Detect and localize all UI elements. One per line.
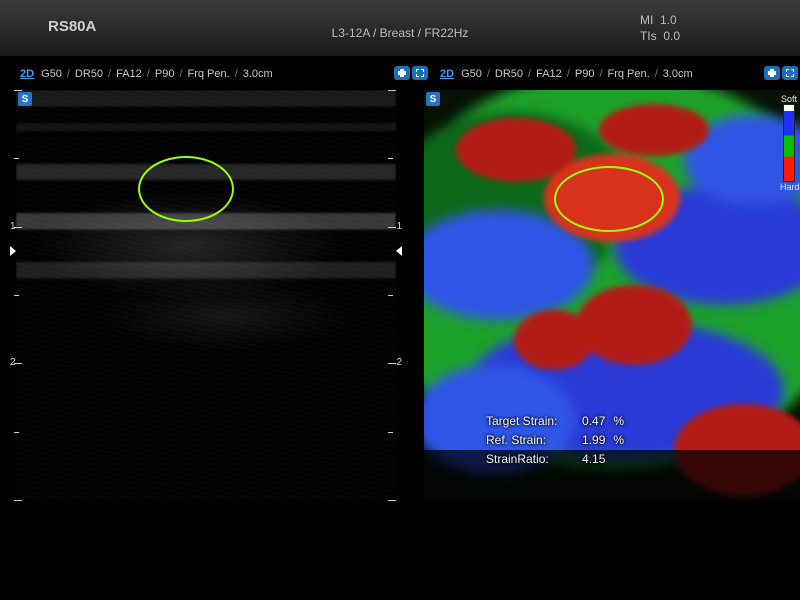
params-line-left: 2D G50/ DR50/ FA12/ P90/ Frq Pen./ 3.0cm xyxy=(20,68,273,80)
readout-unit: % xyxy=(607,413,624,430)
mi-label: MI xyxy=(640,13,653,27)
expand-icon[interactable] xyxy=(782,66,798,80)
mode-button-left[interactable]: 2D xyxy=(20,68,34,80)
header-bar: RS80A L3-12A / Breast / FR22Hz MI 1.0 TI… xyxy=(0,0,800,56)
param-frq: Frq Pen. xyxy=(188,68,230,80)
bmode-image xyxy=(16,90,396,500)
strain-readout: Target Strain:0.47% Ref. Strain:1.99% St… xyxy=(484,411,626,470)
param-fa12: FA12 xyxy=(116,68,142,80)
table-row: Target Strain:0.47% xyxy=(486,413,624,430)
readout-value: 0.47 xyxy=(559,413,605,430)
printer-icon[interactable] xyxy=(394,66,410,80)
readout-value: 1.99 xyxy=(559,432,605,449)
param-p90: P90 xyxy=(155,68,175,80)
readout-unit: % xyxy=(607,432,624,449)
params-line-right: 2D G50/ DR50/ FA12/ P90/ Frq Pen./ 3.0cm xyxy=(440,68,693,80)
scale-soft-label: Soft xyxy=(780,94,798,104)
elasto-scale-bar: Soft Hard xyxy=(780,94,798,184)
expand-icon[interactable] xyxy=(412,66,428,80)
printer-icon[interactable] xyxy=(764,66,780,80)
roi-ellipse[interactable] xyxy=(138,156,234,222)
orientation-marker: S xyxy=(18,92,32,106)
table-row: Ref. Strain:1.99% xyxy=(486,432,624,449)
device-model: RS80A xyxy=(48,18,96,35)
scale-gradient xyxy=(783,104,795,182)
readout-value: 4.15 xyxy=(559,451,605,468)
acoustic-indices: MI 1.0 TIs 0.0 xyxy=(640,12,680,44)
scale-hard-label: Hard xyxy=(780,182,798,192)
roi-ellipse[interactable] xyxy=(554,166,664,232)
readout-label: Ref. Strain: xyxy=(486,432,557,449)
elasto-pane[interactable]: S xyxy=(424,90,800,500)
mi-value: 1.0 xyxy=(660,13,677,27)
tis-label: TIs xyxy=(640,29,657,43)
readout-label: StrainRatio: xyxy=(486,451,557,468)
param-dr50: DR50 xyxy=(75,68,103,80)
depth-ruler-right-of-left-pane: 12 xyxy=(386,90,400,500)
param-g50: G50 xyxy=(41,68,62,80)
depth-ruler-left: 12 xyxy=(12,90,26,500)
probe-preset: L3-12A / Breast / FR22Hz xyxy=(332,26,469,40)
mode-button-right[interactable]: 2D xyxy=(440,68,454,80)
orientation-marker: S xyxy=(426,92,440,106)
bottom-bar xyxy=(0,582,800,600)
readout-unit xyxy=(607,451,624,468)
readout-label: Target Strain: xyxy=(486,413,557,430)
bmode-pane[interactable]: S 12 12 xyxy=(16,90,396,500)
tis-value: 0.0 xyxy=(663,29,680,43)
table-row: StrainRatio:4.15 xyxy=(486,451,624,468)
param-depth: 3.0cm xyxy=(243,68,273,80)
